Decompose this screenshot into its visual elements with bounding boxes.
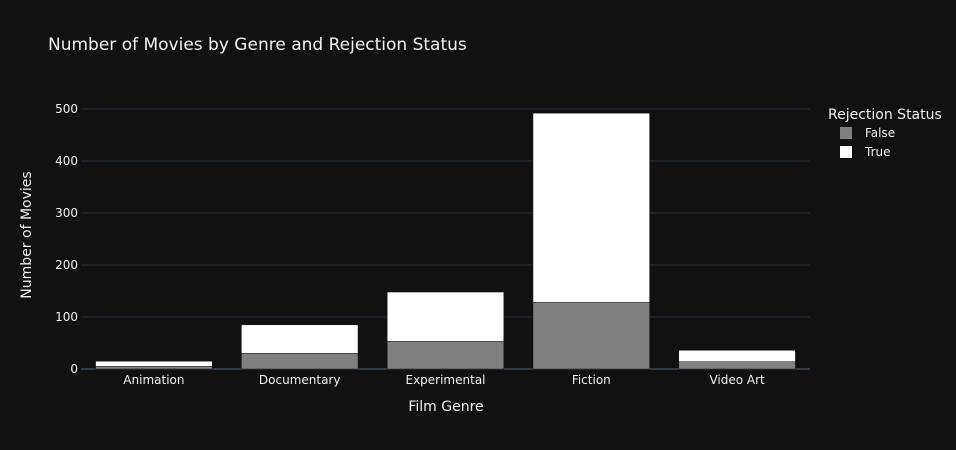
x-axis-ticks: Animation Documentary Experimental Fiction V… [123,373,765,387]
y-tick-label: 500 [55,102,78,116]
y-axis-ticks: 0 100 200 300 400 500 [55,102,78,376]
x-tick-label: Experimental [405,373,485,387]
bar-animation-true [95,360,213,367]
x-tick-label: Fiction [572,373,611,387]
y-tick-label: 100 [55,310,78,324]
legend-title: Rejection Status [828,107,942,123]
bar-video-art-false [678,361,796,370]
y-tick-label: 300 [55,206,78,220]
legend-label-true: True [864,145,891,159]
bar-animation-false [95,366,213,370]
x-tick-label: Documentary [259,373,341,387]
legend: Rejection Status False True [828,107,942,159]
bar-documentary-true [241,324,359,354]
bar-video-art-true [678,350,796,362]
x-axis-title: Film Genre [408,399,483,415]
y-axis-title: Number of Movies [19,171,35,298]
bar-fiction-false [532,302,650,370]
y-tick-label: 200 [55,258,78,272]
legend-swatch-false [840,127,852,139]
x-tick-label: Video Art [709,373,765,387]
y-tick-label: 400 [55,154,78,168]
chart-title: Number of Movies by Genre and Rejection … [48,35,467,55]
x-tick-label: Animation [123,373,184,387]
bars [95,112,796,370]
legend-swatch-true [840,146,852,158]
legend-label-false: False [865,126,895,140]
bar-experimental-true [386,291,505,342]
y-tick-label: 0 [70,362,78,376]
bar-experimental-false [386,341,505,370]
bar-fiction-true [532,112,650,303]
bar-documentary-false [241,353,359,370]
